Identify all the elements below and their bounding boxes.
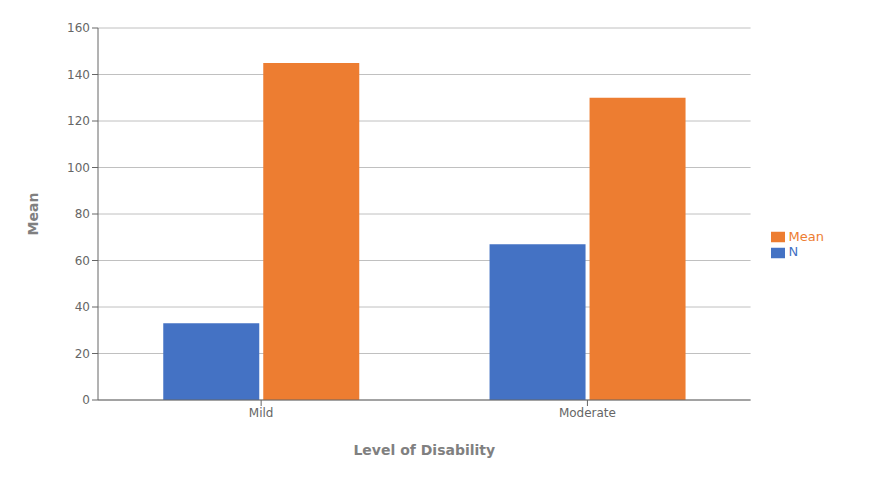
svg-text:140: 140 bbox=[67, 68, 90, 82]
svg-text:Mean: Mean bbox=[25, 193, 41, 236]
svg-text:160: 160 bbox=[67, 21, 90, 35]
svg-text:Level of Disability: Level of Disability bbox=[353, 442, 495, 458]
svg-text:0: 0 bbox=[82, 393, 90, 407]
svg-text:120: 120 bbox=[67, 114, 90, 128]
html-text:N: N bbox=[788, 244, 799, 259]
svg-text:80: 80 bbox=[75, 207, 90, 221]
svg-text:20: 20 bbox=[75, 347, 90, 361]
svg-text:60: 60 bbox=[75, 254, 90, 268]
svg-text:Moderate: Moderate bbox=[559, 406, 616, 420]
svg-text:40: 40 bbox=[75, 300, 90, 314]
svg-text:100: 100 bbox=[67, 161, 90, 175]
html-text:Mean: Mean bbox=[788, 228, 824, 244]
svg-text:Mild: Mild bbox=[249, 406, 274, 420]
